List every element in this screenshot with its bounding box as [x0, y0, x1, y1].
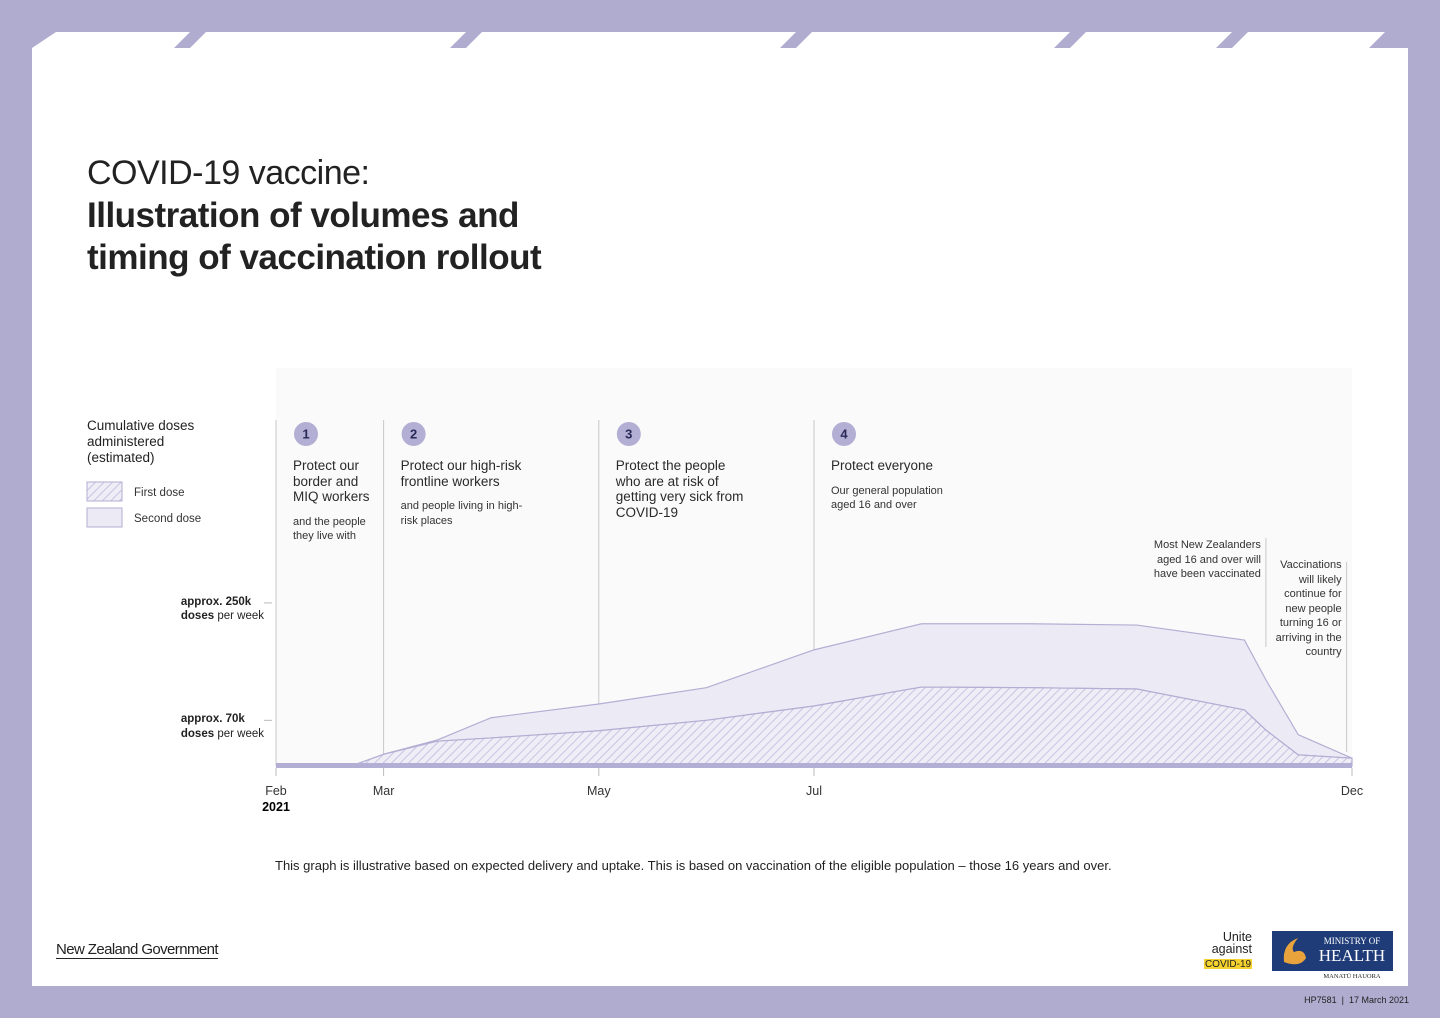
phase-badge [832, 422, 856, 446]
x-tick-label: Dec [1341, 784, 1363, 798]
phase-text: Protect everyone Our general population a… [831, 458, 961, 513]
phase-badge [401, 422, 426, 446]
phase-number: 2 [410, 427, 417, 442]
phase-title: Protect our border and MIQ workers [293, 458, 370, 504]
phase-note: and the people they live with [293, 515, 366, 543]
government-logo: New Zealand Government [56, 941, 218, 959]
legend-swatch [86, 481, 123, 502]
legend-label: Second dose [134, 513, 201, 525]
phase-number: 4 [840, 427, 848, 442]
y-tick-label: approx. 250k doses per week [181, 595, 264, 624]
unite-logo: Unite against [1211, 930, 1252, 956]
phase-badge [294, 422, 318, 446]
phase-title: Protect the people who are at risk of ge… [615, 458, 744, 520]
chart: 1 2 3 4 Feb Mar May Jul Dec 2021 First dose Second … [86, 420, 1363, 814]
x-axis [276, 763, 1352, 768]
annotation: Most New Zealanders aged 16 and over wil… [1153, 539, 1261, 580]
phase-title: Protect everyone [831, 458, 934, 473]
x-tick-label: Mar [373, 784, 395, 798]
y-tick-unit: doses per week [181, 727, 264, 742]
phase-title: Protect our high-risk frontline workers [400, 458, 522, 489]
x-tick-label: May [587, 784, 611, 798]
tab [1070, 32, 1232, 48]
phase-badge [616, 422, 641, 446]
ministry-emblem [1283, 938, 1306, 965]
phase-note: Our general population aged 16 and over [831, 484, 943, 512]
tab [32, 32, 190, 48]
unit: per week [217, 727, 264, 740]
legend-swatch [86, 507, 123, 528]
ministry-top: MINISTRY OF [1323, 936, 1381, 946]
annotation: Vaccinations will likely continue for ne… [1275, 559, 1342, 658]
unite-highlight [1204, 959, 1252, 969]
phase-text: Protect the people who are at risk of ge… [616, 458, 751, 520]
legend-label: First dose [134, 487, 185, 499]
phase-note: and people living in high-risk places [400, 500, 523, 527]
title-line-1: COVID-19 vaccine: [87, 154, 370, 192]
y-tick-value: approx. 70k [180, 713, 245, 726]
x-tick-label: Feb [265, 784, 287, 798]
footnote: This graph is illustrative based on expe… [275, 858, 1112, 873]
y-tick-value: approx. 250k [180, 595, 252, 608]
title-line-2: Illustration of volumes and timing of va… [87, 196, 542, 277]
legend-title: Cumulative doses administered (estimated… [87, 418, 195, 465]
phase-text: Protect our border and MIQ workers and th… [293, 458, 375, 544]
phase-text: Protect our high-risk frontline workers a… [401, 458, 531, 528]
tab [796, 32, 1070, 48]
unit-bold: doses [180, 610, 215, 623]
y-tick-label: approx. 70k doses per week [181, 712, 264, 741]
tab [1232, 32, 1385, 48]
x-year: 2021 [262, 800, 290, 814]
tab [190, 32, 466, 48]
unit: per week [217, 610, 264, 623]
x-tick-label: Jul [806, 784, 822, 798]
unit-bold: doses [180, 727, 215, 740]
document-code: HP7581 | 17 March 2021 [1304, 995, 1409, 1005]
phase-number: 3 [625, 427, 632, 442]
phase-number: 1 [302, 427, 309, 442]
y-tick-unit: doses per week [181, 609, 264, 624]
tab [466, 32, 796, 48]
ministry-maori: MANATŪ HAUORA [1323, 973, 1381, 980]
unite-covid: COVID-19 [1204, 959, 1252, 970]
ministry-name: HEALTH [1318, 946, 1386, 965]
